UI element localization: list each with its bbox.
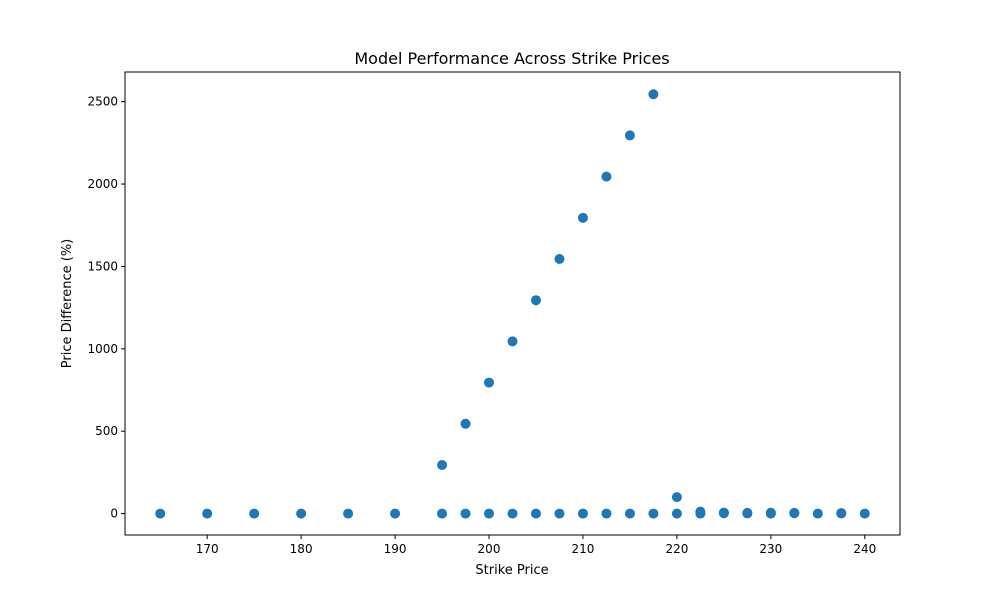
data-point: [460, 508, 471, 519]
data-point: [742, 507, 753, 518]
x-tick-label: 210: [572, 542, 595, 556]
x-axis: 170 180 190 200 210 220 230 240: [196, 535, 876, 556]
data-point: [859, 508, 870, 519]
data-point: [624, 508, 635, 519]
data-point: [601, 171, 612, 182]
data-point: [671, 492, 682, 503]
x-tick-label: 190: [384, 542, 407, 556]
plot-frame: [124, 71, 901, 536]
data-point: [577, 212, 588, 223]
data-point: [437, 508, 448, 519]
data-point: [718, 507, 729, 518]
x-tick-label: 200: [478, 542, 501, 556]
data-point: [343, 508, 354, 519]
x-tick-label: 230: [759, 542, 782, 556]
y-axis: 0 500 1000 1500 2000 2500: [87, 95, 125, 521]
x-axis-label: Strike Price: [475, 563, 548, 578]
data-point: [296, 508, 307, 519]
data-point: [249, 508, 260, 519]
data-point: [554, 508, 565, 519]
y-tick-label: 0: [110, 507, 118, 521]
y-tick-label: 1000: [87, 342, 118, 356]
x-tick-label: 170: [196, 542, 219, 556]
chart-title: Model Performance Across Strike Prices: [354, 49, 669, 68]
x-tick-label: 180: [290, 542, 313, 556]
data-point: [530, 295, 541, 306]
plot-content: [155, 89, 870, 519]
data-point: [812, 508, 823, 519]
y-tick-label: 1500: [87, 259, 118, 273]
data-point: [484, 508, 495, 519]
data-point: [695, 506, 706, 517]
data-point: [554, 254, 565, 265]
y-tick-label: 2500: [87, 95, 118, 109]
data-point: [648, 508, 659, 519]
data-point: [648, 89, 659, 100]
data-point: [530, 508, 541, 519]
data-point: [484, 377, 495, 388]
x-tick-label: 240: [853, 542, 876, 556]
y-tick-label: 2000: [87, 177, 118, 191]
data-point: [836, 508, 847, 519]
data-point: [437, 459, 448, 470]
data-point: [155, 508, 166, 519]
data-point: [789, 507, 800, 518]
data-point: [577, 508, 588, 519]
data-point: [671, 508, 682, 519]
data-point: [507, 508, 518, 519]
data-point: [507, 336, 518, 347]
y-tick-label: 500: [95, 424, 118, 438]
data-point: [390, 508, 401, 519]
data-point: [624, 130, 635, 141]
data-point: [765, 507, 776, 518]
data-point: [601, 508, 612, 519]
data-point: [202, 508, 213, 519]
x-tick-label: 220: [665, 542, 688, 556]
y-axis-label: Price Difference (%): [60, 239, 75, 369]
data-point: [460, 418, 471, 429]
